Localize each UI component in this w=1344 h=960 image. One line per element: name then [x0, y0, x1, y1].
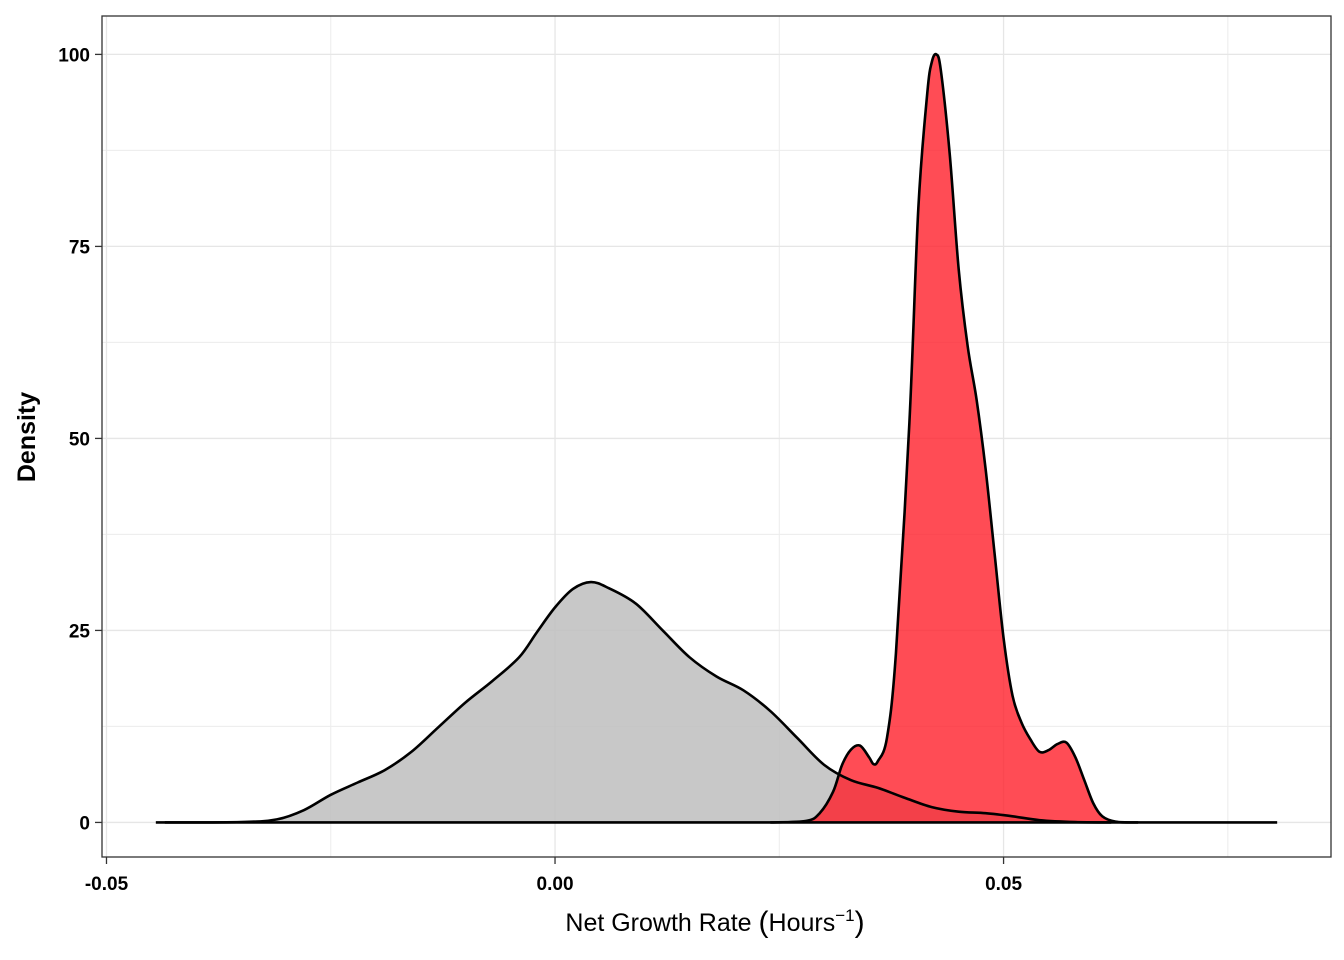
x-axis-title-superscript: −1: [835, 906, 854, 925]
plot-panel-border: [101, 15, 1332, 858]
y-axis-title: Density: [13, 392, 41, 482]
y-tick-label: 75: [69, 237, 91, 258]
series-layer: [155, 52, 1278, 824]
x-axis-title-paren-close: ): [855, 906, 865, 939]
x-axis-title-unit: Hours: [769, 909, 836, 937]
y-tick-label: 100: [58, 45, 90, 66]
y-tick-label: 25: [69, 621, 91, 642]
x-axis-title-main: Net Growth Rate: [565, 909, 758, 937]
y-tick-label: 50: [69, 429, 90, 450]
density-area-2: [770, 54, 1139, 823]
x-axis-title: Net Growth Rate (Hours−1): [565, 906, 864, 939]
axes: -0.05 0.00 0.05 0 25 50 75 100: [58, 45, 1022, 895]
x-tick-label: 0.00: [537, 874, 574, 895]
y-tick-label: 0: [79, 813, 90, 834]
x-tick-label: 0.05: [985, 874, 1022, 895]
x-tick-label: -0.05: [85, 874, 129, 895]
density-area-1: [164, 582, 1112, 823]
x-axis-title-paren-open: (: [759, 906, 769, 939]
density-curve-2: [770, 52, 1139, 824]
density-curve-1: [164, 580, 1112, 824]
